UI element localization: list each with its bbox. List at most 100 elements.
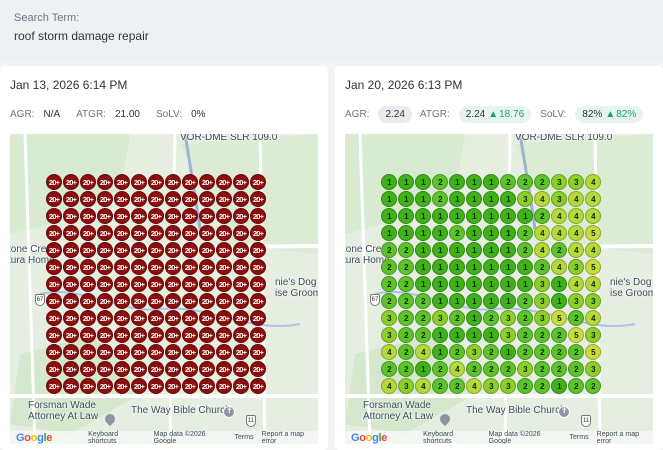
rank-pin[interactable]: 20+ — [148, 208, 164, 224]
rank-pin[interactable]: 4 — [466, 378, 482, 394]
rank-pin[interactable]: 1 — [483, 259, 499, 275]
rank-pin[interactable]: 20+ — [250, 361, 266, 377]
rank-pin[interactable]: 20+ — [63, 361, 79, 377]
rank-pin[interactable]: 3 — [500, 378, 516, 394]
rank-pin[interactable]: 20+ — [131, 174, 147, 190]
rank-pin[interactable]: 20+ — [131, 293, 147, 309]
rank-pin[interactable]: 20+ — [131, 225, 147, 241]
rank-pin[interactable]: 20+ — [216, 378, 232, 394]
rank-pin[interactable]: 20+ — [80, 174, 96, 190]
rank-pin[interactable]: 1 — [415, 225, 431, 241]
rank-pin[interactable]: 1 — [381, 191, 397, 207]
rank-pin[interactable]: 20+ — [148, 276, 164, 292]
rank-pin[interactable]: 20+ — [131, 242, 147, 258]
rank-pin[interactable]: 3 — [534, 293, 550, 309]
rank-pin[interactable]: 20+ — [97, 327, 113, 343]
rank-pin[interactable]: 2 — [381, 276, 397, 292]
rank-pin[interactable]: 20+ — [216, 276, 232, 292]
rank-pin[interactable]: 20+ — [233, 327, 249, 343]
rank-pin[interactable]: 4 — [585, 208, 601, 224]
rank-pin[interactable]: 2 — [449, 310, 465, 326]
rank-pin[interactable]: 1 — [551, 276, 567, 292]
rank-pin[interactable]: 2 — [398, 361, 414, 377]
rank-pin[interactable]: 2 — [449, 344, 465, 360]
rank-pin[interactable]: 2 — [534, 208, 550, 224]
rank-pin[interactable]: 1 — [466, 327, 482, 343]
rank-pin[interactable]: 20+ — [97, 310, 113, 326]
rank-pin[interactable]: 5 — [551, 310, 567, 326]
rank-pin[interactable]: 4 — [534, 225, 550, 241]
rank-pin[interactable]: 20+ — [216, 327, 232, 343]
rank-pin[interactable]: 20+ — [114, 174, 130, 190]
rank-pin[interactable]: 2 — [517, 293, 533, 309]
rank-pin[interactable]: 1 — [415, 191, 431, 207]
rank-pin[interactable]: 1 — [483, 327, 499, 343]
rank-pin[interactable]: 3 — [585, 327, 601, 343]
rank-pin[interactable]: 2 — [551, 242, 567, 258]
rank-pin[interactable]: 20+ — [63, 174, 79, 190]
rank-pin[interactable]: 20+ — [131, 344, 147, 360]
rank-pin[interactable]: 20+ — [182, 225, 198, 241]
rank-pin[interactable]: 2 — [568, 344, 584, 360]
rank-pin[interactable]: 2 — [517, 242, 533, 258]
rank-pin[interactable]: 20+ — [165, 344, 181, 360]
rank-pin[interactable]: 1 — [449, 191, 465, 207]
rank-pin[interactable]: 20+ — [165, 208, 181, 224]
rank-pin[interactable]: 20+ — [216, 344, 232, 360]
rank-pin[interactable]: 4 — [551, 259, 567, 275]
rank-pin[interactable]: 4 — [534, 191, 550, 207]
rank-pin[interactable]: 2 — [432, 378, 448, 394]
rank-pin[interactable]: 20+ — [114, 242, 130, 258]
report-map-error-link[interactable]: Report a map error — [261, 430, 305, 445]
rank-pin[interactable]: 20+ — [46, 225, 62, 241]
rank-pin[interactable]: 20+ — [165, 191, 181, 207]
rank-pin[interactable]: 1 — [398, 191, 414, 207]
rank-pin[interactable]: 1 — [551, 378, 567, 394]
rank-pin[interactable]: 20+ — [199, 378, 215, 394]
rank-pin[interactable]: 20+ — [250, 174, 266, 190]
rank-pin[interactable]: 4 — [381, 344, 397, 360]
rank-pin[interactable]: 20+ — [80, 259, 96, 275]
rank-pin[interactable]: 1 — [483, 174, 499, 190]
rank-pin[interactable]: 20+ — [63, 208, 79, 224]
rank-pin[interactable]: 20+ — [199, 225, 215, 241]
rank-pin[interactable]: 20+ — [114, 208, 130, 224]
rank-pin[interactable]: 20+ — [63, 276, 79, 292]
rank-pin[interactable]: 1 — [483, 293, 499, 309]
rank-pin[interactable]: 1 — [466, 276, 482, 292]
rank-pin[interactable]: 1 — [500, 259, 516, 275]
rank-pin[interactable]: 1 — [500, 191, 516, 207]
rank-pin[interactable]: 2 — [500, 174, 516, 190]
rank-pin[interactable]: 20+ — [199, 191, 215, 207]
rank-pin[interactable]: 2 — [534, 361, 550, 377]
rank-pin[interactable]: 20+ — [148, 361, 164, 377]
rank-pin[interactable]: 20+ — [114, 293, 130, 309]
rank-pin[interactable]: 1 — [415, 361, 431, 377]
rank-pin[interactable]: 2 — [585, 378, 601, 394]
rank-pin[interactable]: 1 — [432, 344, 448, 360]
rank-pin[interactable]: 1 — [381, 208, 397, 224]
rank-pin[interactable]: 4 — [568, 208, 584, 224]
rank-pin[interactable]: 20+ — [233, 310, 249, 326]
rank-pin[interactable]: 1 — [517, 276, 533, 292]
rank-pin[interactable]: 20+ — [80, 310, 96, 326]
rank-pin[interactable]: 20+ — [182, 361, 198, 377]
rank-pin[interactable]: 2 — [568, 361, 584, 377]
rank-pin[interactable]: 1 — [483, 191, 499, 207]
rank-pin[interactable]: 1 — [466, 208, 482, 224]
rank-pin[interactable]: 20+ — [97, 378, 113, 394]
rank-pin[interactable]: 2 — [415, 327, 431, 343]
rank-pin[interactable]: 1 — [483, 276, 499, 292]
rank-pin[interactable]: 1 — [415, 242, 431, 258]
rank-pin[interactable]: 20+ — [216, 242, 232, 258]
rank-pin[interactable]: 20+ — [131, 276, 147, 292]
rank-pin[interactable]: 20+ — [199, 276, 215, 292]
rank-pin[interactable]: 1 — [449, 208, 465, 224]
rank-pin[interactable]: 20+ — [148, 378, 164, 394]
rank-pin[interactable]: 2 — [381, 361, 397, 377]
rank-pin[interactable]: 2 — [551, 344, 567, 360]
rank-pin[interactable]: 20+ — [250, 225, 266, 241]
rank-pin[interactable]: 20+ — [182, 327, 198, 343]
rank-pin[interactable]: 20+ — [80, 378, 96, 394]
rank-pin[interactable]: 20+ — [97, 276, 113, 292]
